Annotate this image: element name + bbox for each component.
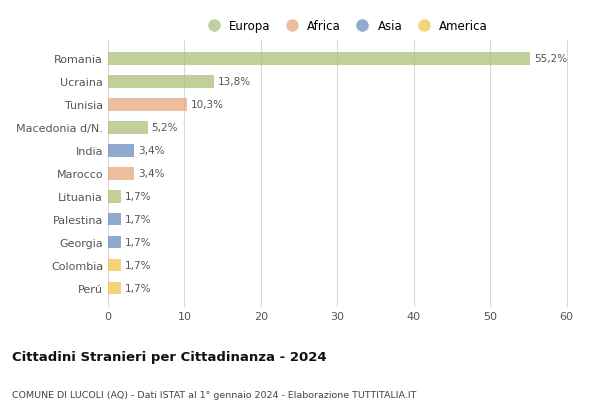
Bar [108, 236, 121, 249]
Text: 3,4%: 3,4% [138, 169, 164, 179]
Bar [108, 282, 121, 294]
Bar [108, 53, 530, 65]
Bar [108, 168, 134, 180]
Text: 55,2%: 55,2% [534, 54, 567, 64]
Text: 1,7%: 1,7% [125, 215, 151, 225]
Bar [108, 145, 134, 157]
Bar [108, 76, 214, 88]
Text: 5,2%: 5,2% [152, 123, 178, 133]
Text: 1,7%: 1,7% [125, 283, 151, 293]
Bar [108, 191, 121, 203]
Text: Cittadini Stranieri per Cittadinanza - 2024: Cittadini Stranieri per Cittadinanza - 2… [12, 350, 326, 363]
Text: COMUNE DI LUCOLI (AQ) - Dati ISTAT al 1° gennaio 2024 - Elaborazione TUTTITALIA.: COMUNE DI LUCOLI (AQ) - Dati ISTAT al 1°… [12, 390, 416, 399]
Text: 1,7%: 1,7% [125, 192, 151, 202]
Bar [108, 122, 148, 134]
Bar [108, 213, 121, 226]
Bar [108, 259, 121, 272]
Legend: Europa, Africa, Asia, America: Europa, Africa, Asia, America [197, 15, 493, 37]
Text: 3,4%: 3,4% [138, 146, 164, 156]
Text: 10,3%: 10,3% [191, 100, 224, 110]
Bar [108, 99, 187, 111]
Text: 13,8%: 13,8% [217, 77, 250, 87]
Text: 1,7%: 1,7% [125, 261, 151, 270]
Text: 1,7%: 1,7% [125, 238, 151, 247]
